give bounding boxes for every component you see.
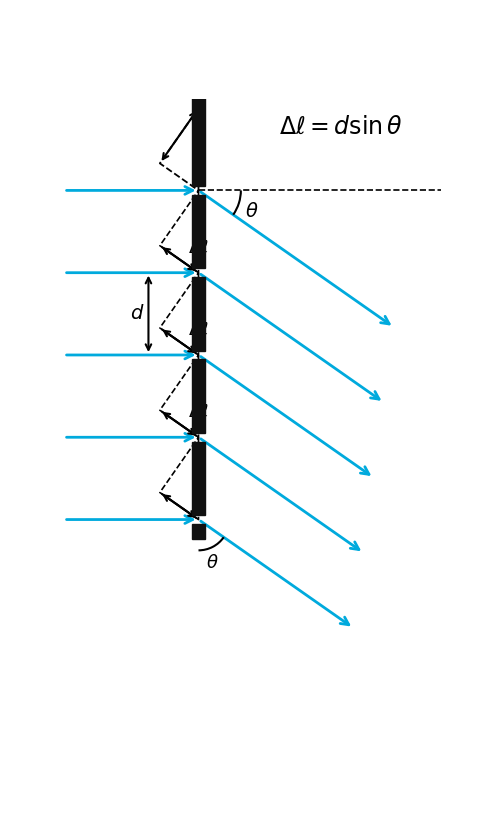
Text: $d$: $d$: [130, 304, 144, 323]
Text: $\Delta\ell$: $\Delta\ell$: [188, 321, 209, 339]
Bar: [192, 95, 205, 186]
Text: $\theta$: $\theta$: [244, 202, 258, 221]
Bar: [192, 195, 205, 268]
Text: $\theta$: $\theta$: [206, 554, 219, 572]
Bar: [192, 359, 205, 433]
Text: $\Delta\ell$: $\Delta\ell$: [188, 238, 209, 256]
Bar: [192, 277, 205, 350]
Bar: [192, 524, 205, 538]
Text: $\Delta\ell$: $\Delta\ell$: [188, 404, 209, 422]
Text: $\Delta\ell = d\sin\theta$: $\Delta\ell = d\sin\theta$: [279, 116, 402, 139]
Bar: [192, 441, 205, 515]
